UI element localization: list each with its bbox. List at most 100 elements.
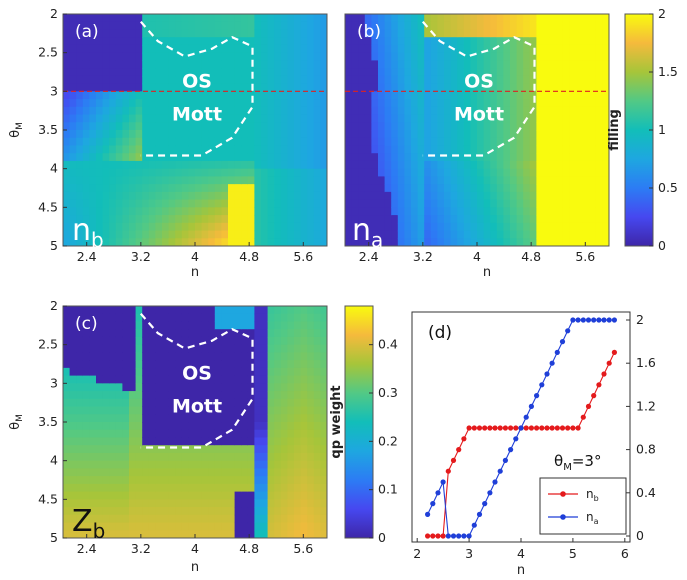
heatmap-cell bbox=[496, 191, 504, 201]
heatmap-cell bbox=[135, 222, 143, 232]
heatmap-cell bbox=[76, 153, 84, 162]
heatmap-cell bbox=[490, 99, 498, 108]
heatmap-cell bbox=[148, 391, 156, 400]
heatmap-cell bbox=[214, 29, 222, 38]
heatmap-cell bbox=[364, 37, 372, 46]
heatmap-cell bbox=[483, 60, 491, 69]
heatmap-cell bbox=[89, 445, 97, 454]
heatmap-cell bbox=[129, 391, 137, 400]
heatmap-cell bbox=[444, 137, 452, 147]
heatmap-cell bbox=[300, 375, 308, 384]
heatmap-cell bbox=[181, 145, 189, 154]
heatmap-cell bbox=[516, 14, 524, 23]
heatmap-cell bbox=[155, 367, 163, 377]
heatmap-cell bbox=[76, 83, 84, 92]
data-point-nb bbox=[435, 533, 441, 539]
heatmap-cell bbox=[444, 207, 452, 216]
heatmap-cell bbox=[490, 137, 498, 147]
heatmap-cell bbox=[274, 514, 282, 524]
heatmap-cell bbox=[430, 91, 438, 100]
heatmap-cell bbox=[582, 168, 590, 177]
heatmap-cell bbox=[543, 37, 551, 46]
heatmap-cell bbox=[543, 83, 551, 92]
heatmap-cell bbox=[63, 375, 71, 384]
data-point-na bbox=[539, 382, 545, 388]
heatmap-cell bbox=[516, 91, 524, 100]
heatmap-cell bbox=[89, 406, 97, 415]
heatmap-cell bbox=[76, 306, 84, 315]
heatmap-cell bbox=[307, 153, 315, 162]
heatmap-cell bbox=[274, 499, 282, 508]
heatmap-cell bbox=[188, 91, 196, 100]
line-plot-d bbox=[425, 317, 618, 539]
heatmap-cell bbox=[221, 176, 229, 185]
heatmap-cell bbox=[391, 222, 399, 232]
heatmap-cell bbox=[313, 329, 321, 338]
heatmap-cell bbox=[135, 329, 143, 338]
heatmap-cell bbox=[96, 75, 104, 85]
heatmap-cell bbox=[313, 160, 321, 170]
heatmap-cell bbox=[371, 130, 379, 139]
heatmap-cell bbox=[142, 375, 150, 384]
heatmap-cell bbox=[391, 130, 399, 139]
heatmap-cell bbox=[300, 414, 308, 423]
heatmap-cell bbox=[115, 414, 123, 423]
heatmap-cell bbox=[576, 60, 584, 69]
heatmap-cell bbox=[287, 483, 295, 493]
heatmap-cell bbox=[241, 83, 249, 92]
heatmap-cell bbox=[69, 168, 77, 177]
heatmap-cell bbox=[201, 99, 209, 108]
heatmap-cell bbox=[129, 222, 137, 232]
heatmap-cell bbox=[135, 344, 143, 353]
annotation-d-sub: M bbox=[563, 462, 572, 473]
heatmap-cell bbox=[234, 168, 242, 177]
heatmap-cell bbox=[490, 83, 498, 92]
heatmap-cell bbox=[168, 406, 176, 415]
heatmap-cell bbox=[129, 483, 137, 493]
heatmap-cell bbox=[549, 145, 557, 154]
heatmap-cell bbox=[267, 336, 275, 346]
heatmap-cell bbox=[267, 37, 275, 46]
heatmap-cell bbox=[135, 199, 143, 208]
heatmap-cell bbox=[477, 75, 485, 85]
x-tick-label: 3 bbox=[465, 546, 473, 561]
heatmap-cell bbox=[267, 168, 275, 177]
heatmap-cell bbox=[102, 391, 110, 400]
heatmap-cell bbox=[89, 230, 97, 239]
heatmap-cell bbox=[307, 522, 315, 531]
heatmap-cell bbox=[477, 176, 485, 185]
heatmap-cell bbox=[69, 344, 77, 353]
heatmap-cell bbox=[358, 145, 366, 154]
heatmap-cell bbox=[109, 176, 117, 185]
heatmap-cell bbox=[214, 91, 222, 100]
heatmap-cell bbox=[175, 522, 183, 531]
heatmap-cell bbox=[477, 114, 485, 123]
heatmap-cell bbox=[562, 207, 570, 216]
heatmap-cell bbox=[477, 145, 485, 154]
heatmap-cell bbox=[490, 91, 498, 100]
heatmap-cell bbox=[430, 215, 438, 224]
heatmap-cell bbox=[378, 199, 386, 208]
heatmap-cell bbox=[129, 99, 137, 108]
heatmap-cell bbox=[109, 114, 117, 123]
heatmap-cell bbox=[404, 230, 412, 239]
heatmap-cell bbox=[267, 491, 275, 500]
heatmap-cell bbox=[523, 168, 531, 177]
heatmap-cell bbox=[351, 184, 359, 193]
heatmap-cell bbox=[470, 68, 478, 77]
heatmap-cell bbox=[549, 122, 557, 131]
heatmap-cell bbox=[109, 336, 117, 346]
heatmap-cell bbox=[175, 60, 183, 69]
heatmap-cell bbox=[63, 452, 71, 462]
heatmap-cell bbox=[188, 145, 196, 154]
heatmap-cell bbox=[234, 230, 242, 239]
heatmap-cell bbox=[115, 160, 123, 170]
heatmap-cell bbox=[82, 445, 90, 454]
heatmap-cell bbox=[562, 52, 570, 61]
heatmap-cell bbox=[129, 468, 137, 477]
heatmap-cell bbox=[201, 145, 209, 154]
heatmap-cell bbox=[175, 452, 183, 462]
heatmap-cell bbox=[214, 398, 222, 408]
heatmap-cell bbox=[569, 184, 577, 193]
heatmap-cell bbox=[320, 306, 327, 315]
